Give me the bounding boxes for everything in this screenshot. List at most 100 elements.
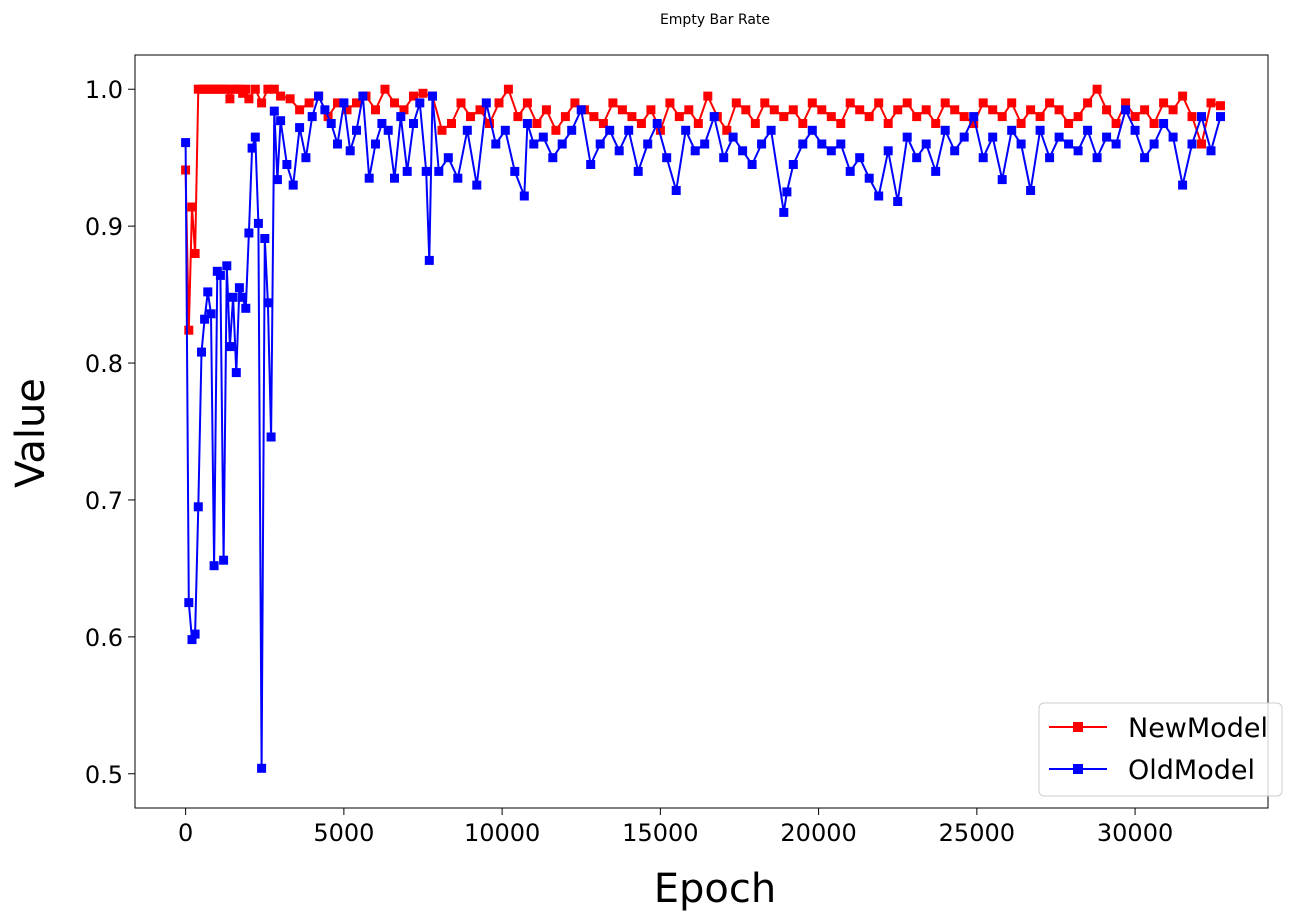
data-point	[339, 98, 349, 108]
data-point	[443, 153, 453, 163]
data-point	[1140, 153, 1150, 163]
x-tick-label: 5000	[313, 819, 374, 847]
data-point	[193, 502, 203, 512]
data-point	[466, 112, 475, 122]
data-point	[662, 153, 672, 163]
y-axis-label: Value	[8, 378, 54, 488]
data-point	[263, 84, 273, 94]
data-point	[760, 98, 770, 108]
data-point	[788, 105, 798, 115]
data-point	[510, 166, 520, 176]
data-point	[481, 98, 491, 108]
data-point	[500, 125, 510, 135]
data-point	[437, 125, 447, 135]
data-point	[1016, 139, 1026, 149]
data-point	[326, 119, 336, 128]
data-point	[209, 561, 219, 571]
data-point	[456, 98, 466, 108]
data-point	[883, 119, 893, 128]
data-point	[779, 207, 789, 217]
data-point	[883, 146, 893, 156]
data-point	[197, 347, 206, 357]
data-point	[902, 132, 912, 142]
data-point	[1197, 112, 1206, 122]
data-point	[532, 119, 542, 128]
data-point	[228, 292, 238, 302]
data-point	[250, 84, 260, 94]
data-point	[1206, 98, 1216, 108]
data-point	[700, 139, 710, 149]
data-point	[652, 119, 662, 128]
data-point	[244, 228, 254, 238]
data-point	[769, 105, 779, 115]
data-point	[931, 119, 941, 128]
data-point	[181, 138, 191, 148]
y-tick-label: 0.9	[85, 213, 123, 241]
data-point	[1111, 119, 1121, 128]
data-point	[485, 119, 494, 128]
data-point	[589, 112, 599, 122]
data-point	[921, 105, 931, 115]
data-point	[586, 160, 596, 169]
data-point	[453, 173, 463, 183]
data-point	[782, 187, 792, 197]
x-tick-label: 20000	[780, 819, 856, 847]
y-tick-label: 0.8	[85, 350, 123, 378]
data-point	[674, 112, 684, 122]
data-point	[643, 139, 653, 149]
data-point	[1121, 105, 1131, 115]
data-point	[1064, 119, 1074, 128]
data-point	[358, 91, 368, 101]
x-axis-label: Epoch	[654, 866, 776, 912]
data-point	[817, 139, 827, 149]
data-point	[671, 186, 681, 195]
data-point	[836, 139, 846, 149]
data-point	[225, 342, 235, 352]
data-point	[921, 139, 931, 149]
data-point	[1149, 139, 1159, 149]
series-layer	[181, 84, 1225, 773]
x-tick-label: 0	[178, 819, 193, 847]
data-point	[912, 153, 922, 163]
data-point	[757, 139, 767, 149]
data-point	[633, 166, 643, 176]
data-point	[383, 125, 393, 135]
data-point	[1007, 125, 1017, 135]
data-point	[1092, 153, 1102, 163]
data-point	[709, 112, 719, 122]
data-point	[959, 132, 969, 142]
data-point	[548, 153, 558, 163]
data-point	[390, 98, 399, 108]
data-point	[1045, 153, 1055, 163]
data-point	[969, 119, 979, 128]
series-oldmodel	[181, 91, 1225, 773]
data-point	[798, 139, 808, 149]
data-point	[203, 287, 213, 297]
data-point	[222, 84, 232, 94]
data-point	[364, 173, 374, 183]
data-point	[462, 125, 472, 135]
data-point	[940, 98, 950, 108]
data-point	[529, 139, 539, 149]
data-point	[402, 166, 412, 176]
data-point	[276, 116, 286, 126]
data-point	[747, 160, 757, 169]
data-point	[576, 105, 586, 115]
data-point	[222, 261, 232, 271]
data-point	[320, 105, 330, 115]
data-point	[234, 283, 244, 293]
data-point	[200, 314, 210, 324]
data-point	[1121, 98, 1131, 108]
data-point	[260, 234, 270, 243]
data-point	[893, 105, 903, 115]
chart-title: Empty Bar Rate	[660, 12, 770, 28]
data-point	[304, 98, 314, 108]
data-point	[206, 309, 216, 319]
data-point	[295, 105, 305, 115]
data-point	[390, 173, 399, 183]
data-point	[997, 175, 1007, 185]
data-point	[798, 119, 808, 128]
data-point	[301, 153, 311, 163]
data-point	[269, 106, 279, 116]
